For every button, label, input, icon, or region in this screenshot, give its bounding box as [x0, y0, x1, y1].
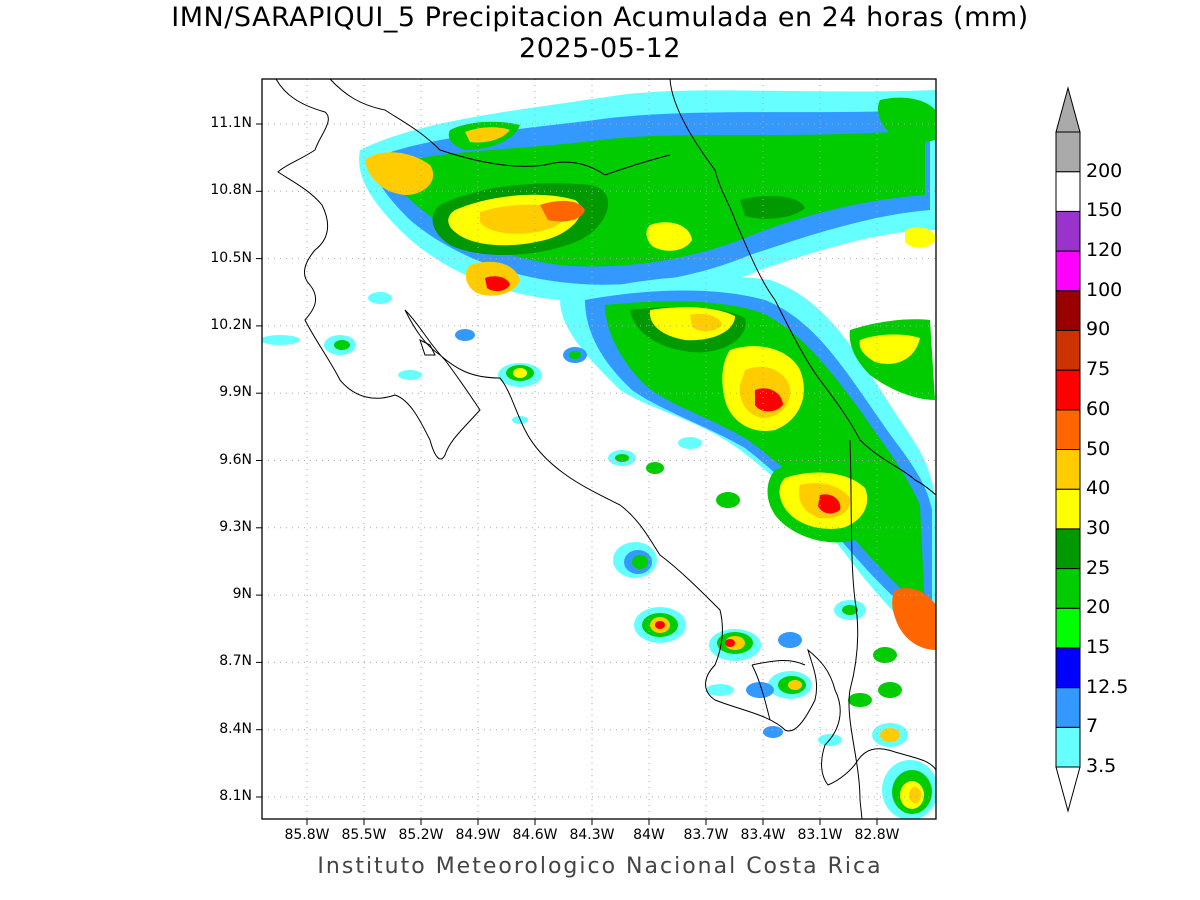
colorbar-swatch: [1055, 647, 1081, 689]
colorbar-swatch: [1055, 210, 1081, 252]
lon-label: 82.8W: [854, 827, 900, 843]
colorbar-swatch: [1055, 687, 1081, 728]
colorbar-swatch: [1055, 131, 1081, 173]
lat-label: 10.2N: [210, 316, 252, 333]
lon-label: 84.3W: [569, 827, 615, 843]
lat-label: 9.9N: [219, 384, 252, 401]
lat-label: 9.6N: [219, 451, 252, 468]
lon-label: 85.2W: [398, 827, 444, 843]
colorbar-swatch: [1055, 329, 1081, 371]
lat-label: 8.7N: [219, 653, 252, 670]
lon-label: 83.1W: [797, 827, 843, 843]
colorbar-swatch: [1055, 726, 1081, 768]
colorbar-swatch: [1055, 449, 1081, 490]
precipitation-field: [262, 90, 936, 819]
map-date: 2025-05-12: [519, 33, 681, 64]
colorbar-level-label: 50: [1086, 437, 1111, 460]
colorbar-swatch: [1055, 607, 1081, 649]
colorbar-level-label: 25: [1086, 556, 1111, 579]
colorbar-level-label: 3.5: [1086, 755, 1117, 777]
colorbar-over-arrow: [1055, 86, 1081, 133]
lon-label: 84.9W: [455, 827, 501, 843]
lat-label: 8.1N: [219, 788, 252, 804]
colorbar-level-label: 7: [1086, 715, 1099, 738]
graticule: [262, 79, 936, 819]
colorbar-level-label: 20: [1086, 596, 1111, 619]
colorbar-under-arrow: [1055, 766, 1081, 813]
lon-label: 85.5W: [341, 827, 387, 843]
colorbar-level-label: 30: [1086, 516, 1111, 539]
colorbar-swatch: [1055, 171, 1081, 212]
axis-ticks: [256, 123, 878, 825]
colorbar: [1055, 86, 1081, 813]
colorbar-level-label: 120: [1086, 239, 1123, 262]
colorbar-swatch: [1055, 409, 1081, 450]
colorbar-level-label: 75: [1086, 358, 1111, 381]
lon-label: 83.4W: [740, 827, 786, 843]
colorbar-swatch: [1055, 568, 1081, 609]
colorbar-swatch: [1055, 369, 1081, 411]
colorbar-swatch: [1055, 250, 1081, 292]
colorbar-swatch: [1055, 528, 1081, 570]
colorbar-level-label: 15: [1086, 635, 1111, 658]
colorbar-level-label: 12.5: [1086, 675, 1129, 698]
colorbar-swatch: [1055, 488, 1081, 530]
lat-label: 9.3N: [219, 518, 252, 535]
lat-label: 8.4N: [219, 720, 252, 737]
lon-label: 84.6W: [512, 827, 558, 843]
lat-label: 10.5N: [210, 249, 252, 266]
colorbar-swatch: [1055, 290, 1081, 331]
lat-label: 10.8N: [210, 182, 252, 199]
lon-label: 84W: [633, 827, 665, 843]
colorbar-level-label: 90: [1086, 318, 1111, 341]
colorbar-level-label: 150: [1086, 199, 1123, 222]
coastline: [275, 78, 937, 786]
lat-label: 11.1N: [210, 115, 252, 131]
lat-label: 9N: [232, 586, 252, 603]
colorbar-level-label: 60: [1086, 397, 1111, 420]
footer-credit: Instituto Meteorologico Nacional Costa R…: [317, 854, 883, 879]
rain-band-north: [359, 90, 936, 304]
colorbar-level-label: 40: [1086, 477, 1111, 500]
map-frame: [261, 78, 937, 820]
rain-band-central: [560, 276, 936, 650]
country-border: [669, 78, 937, 820]
lon-label: 85.8W: [284, 827, 330, 843]
rain-cells-isolated: [262, 292, 936, 819]
lon-label: 83.7W: [683, 827, 729, 843]
map-title: IMN/SARAPIQUI_5 Precipitacion Acumulada …: [171, 2, 1029, 33]
colorbar-level-label: 100: [1086, 278, 1123, 301]
colorbar-level-label: 200: [1086, 159, 1123, 182]
